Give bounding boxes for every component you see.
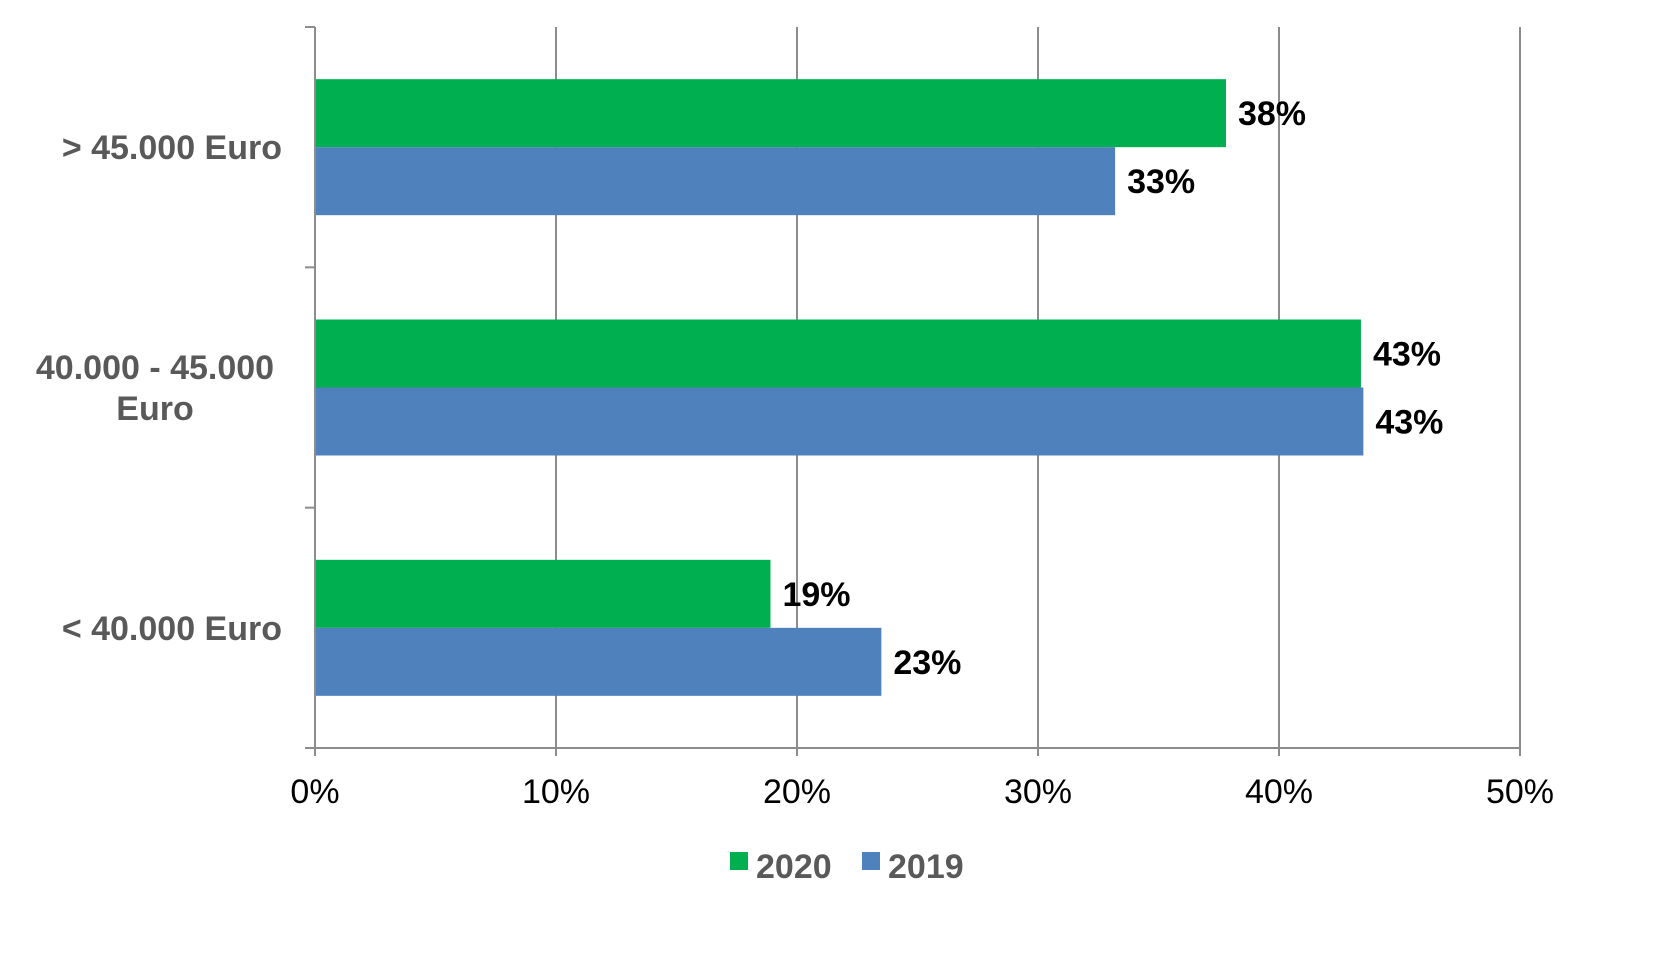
legend-swatch-2019: [862, 852, 880, 870]
category-label: > 45.000 Euro: [62, 129, 282, 167]
bar-2019: [315, 147, 1116, 216]
bar-2019: [315, 387, 1364, 456]
bar-2019: [315, 627, 882, 696]
category-label: 40.000 - 45.000 Euro: [36, 349, 274, 428]
legend-label: 2019: [888, 848, 964, 886]
legend-swatch-2020: [730, 852, 748, 870]
category-label: < 40.000 Euro: [62, 610, 282, 648]
x-tick-label: 10%: [522, 773, 590, 811]
x-tick-labels: 0% 10% 20% 30% 40% 50%: [290, 773, 1554, 811]
category-labels: > 45.000 Euro 40.000 - 45.000 Euro < 40.000…: [36, 129, 282, 648]
data-labels: 38% 33% 43% 43% 19% 23%: [782, 95, 1443, 682]
x-tick-label: 20%: [763, 773, 831, 811]
data-label: 43%: [1373, 336, 1441, 374]
x-tick-label: 30%: [1004, 773, 1072, 811]
bar-2020: [315, 559, 771, 628]
data-label: 23%: [893, 644, 961, 682]
x-tick-label: 0%: [290, 773, 339, 811]
axes: [305, 26, 1521, 756]
bar-2020: [315, 319, 1361, 388]
x-tick-label: 40%: [1245, 773, 1313, 811]
x-tick-label: 50%: [1486, 773, 1554, 811]
data-label: 38%: [1238, 95, 1306, 133]
data-label: 43%: [1375, 404, 1443, 442]
data-label: 19%: [782, 576, 850, 614]
legend: 2020 2019: [730, 848, 964, 886]
legend-label: 2020: [756, 848, 832, 886]
data-label: 33%: [1127, 163, 1195, 201]
bar-2020: [315, 79, 1226, 148]
bars: [315, 79, 1364, 696]
